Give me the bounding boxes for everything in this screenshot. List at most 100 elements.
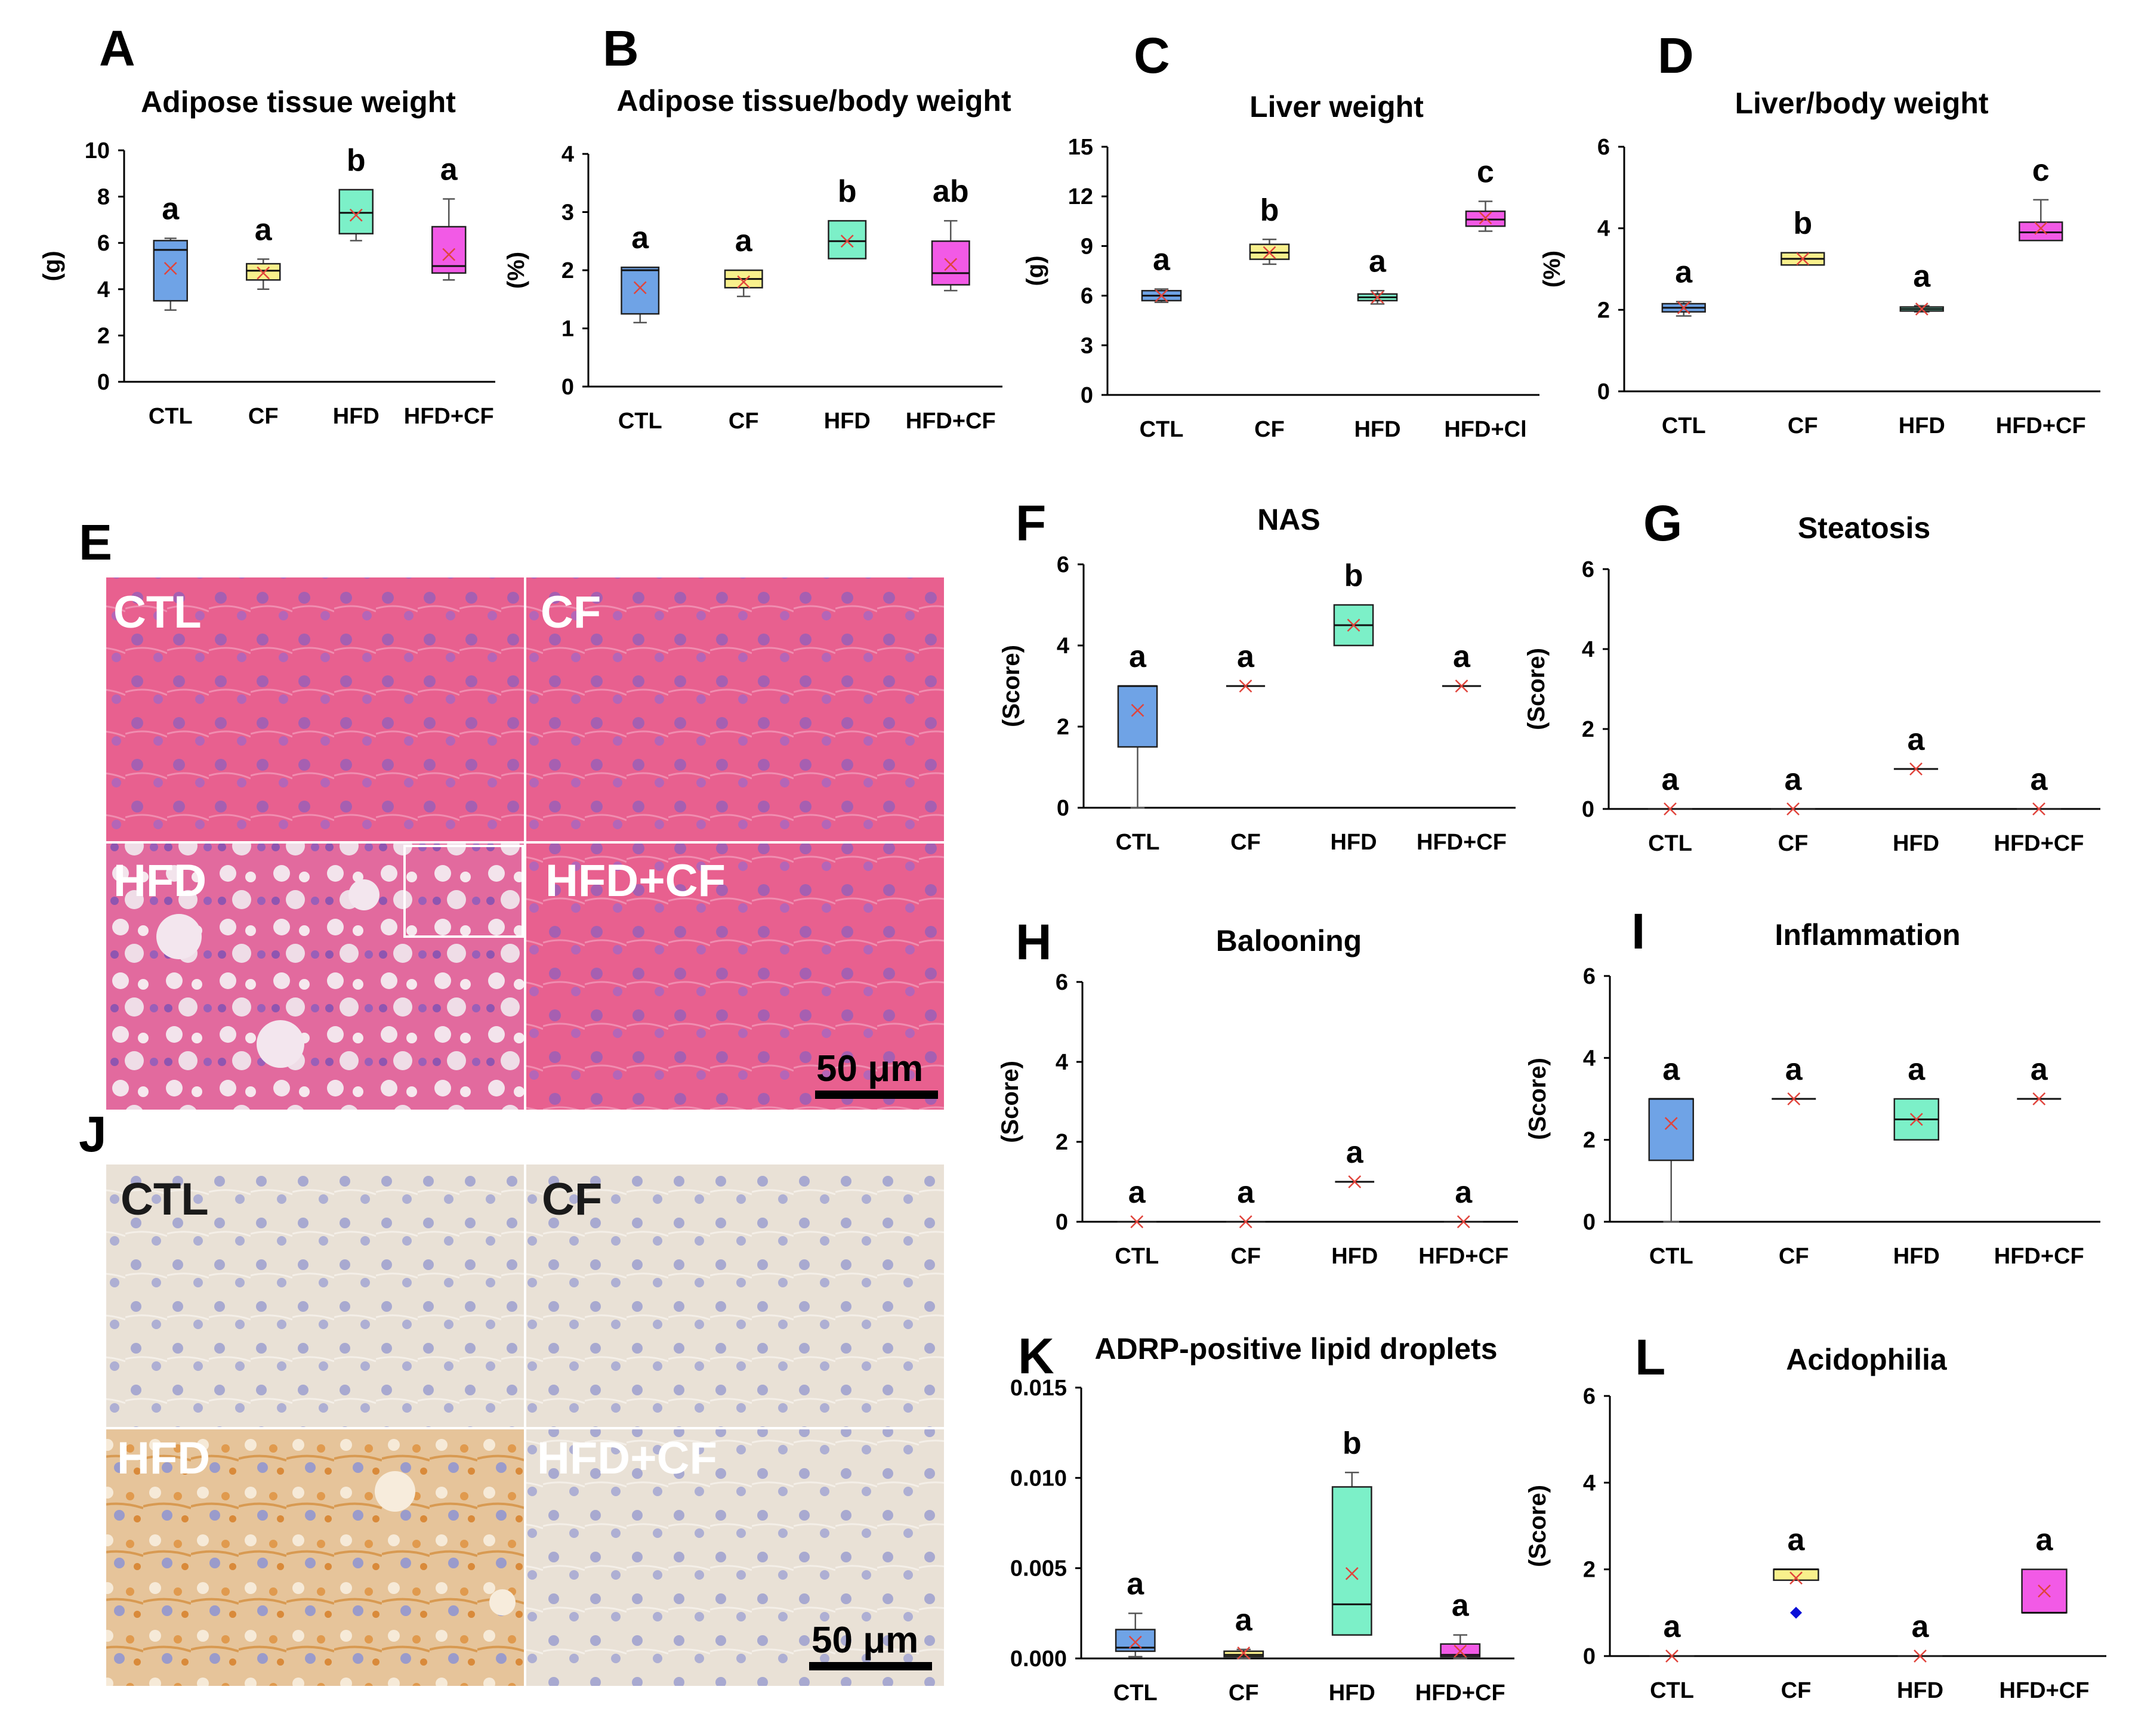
mean-marker (1786, 802, 1800, 816)
significance-label: a (162, 191, 180, 226)
panel-letter-a: A (99, 20, 135, 76)
y-tick-label-a: 4 (97, 277, 110, 302)
x-tick-label-c: HFD (1354, 417, 1400, 442)
mean-marker (1348, 1175, 1362, 1188)
x-tick-label-i: HFD+CF (1994, 1244, 2084, 1269)
y-axis-label-f: (Score) (998, 645, 1025, 727)
y-tick-label-k: 0.010 (1010, 1466, 1067, 1491)
significance-label: a (1912, 1610, 1930, 1644)
mean-marker (2038, 1584, 2051, 1598)
chart-title-i: Inflammation (1775, 918, 1960, 952)
x-tick-label-l: HFD+CF (2000, 1678, 2090, 1703)
x-tick-label-d: CF (1788, 413, 1818, 438)
chart-title-d: Liver/body weight (1735, 87, 1988, 120)
mean-marker (1131, 703, 1144, 717)
panel-letter-e: E (79, 514, 112, 570)
he-scale-bar (815, 1091, 938, 1099)
he-fat-droplet (257, 1020, 304, 1068)
significance-label: a (1453, 640, 1471, 674)
panel-letter-i: I (1631, 903, 1645, 959)
x-tick-label-k: CTL (1113, 1681, 1158, 1706)
significance-label: b (347, 143, 366, 178)
y-tick-label-a: 10 (85, 138, 110, 163)
chart-f: F NAS 0 2 4 6 (Score) a CTL a CF b HFD a HFD+CF (998, 495, 1516, 855)
x-tick-label-l: CF (1781, 1678, 1812, 1703)
x-tick-label-i: CF (1779, 1244, 1809, 1269)
y-tick-label-l: 4 (1583, 1471, 1596, 1496)
x-tick-label-b: HFD (824, 409, 871, 434)
x-tick-label-d: CTL (1662, 413, 1706, 438)
y-axis-label-b: (%) (503, 252, 529, 289)
x-tick-label-g: CF (1778, 831, 1809, 856)
mean-marker (737, 275, 751, 289)
significance-label: ab (933, 174, 969, 209)
significance-label: a (1153, 243, 1171, 277)
mean-marker (1128, 1635, 1142, 1649)
x-tick-label-d: HFD+CF (1996, 413, 2086, 438)
x-tick-label-a: HFD+CF (404, 404, 494, 429)
significance-label: a (2036, 1523, 2054, 1558)
y-tick-label-b: 0 (561, 375, 574, 400)
y-tick-label-c: 12 (1068, 184, 1093, 209)
mean-marker (1787, 1092, 1801, 1105)
x-tick-label-k: HFD (1329, 1681, 1375, 1706)
y-axis-label-h: (Score) (997, 1061, 1023, 1143)
mean-marker (163, 261, 177, 275)
box-hfdcf (2019, 221, 2063, 242)
x-tick-label-g: HFD (1893, 831, 1939, 856)
significance-label: a (1785, 1052, 1803, 1087)
chart-title-h: Balooning (1216, 924, 1362, 957)
x-tick-label-k: HFD+CF (1415, 1681, 1505, 1706)
mean-marker (1239, 679, 1252, 693)
y-tick-label-f: 4 (1057, 634, 1069, 659)
chart-g: G Steatosis 0 2 4 6 (Score) a CTL a CF a HFD a HFD+CF (1523, 495, 2100, 856)
mean-marker (1796, 252, 1810, 265)
chart-h: H Balooning 0 2 4 6 (Score) a CTL a CF a HFD a HFD+CF (997, 914, 1518, 1269)
x-tick-label-a: CTL (149, 404, 193, 429)
mean-marker (1239, 1215, 1252, 1228)
x-tick-label-d: HFD (1899, 413, 1945, 438)
x-tick-label-b: CF (729, 409, 759, 434)
mean-marker (1664, 802, 1677, 816)
mean-marker (2032, 802, 2045, 816)
mean-marker (1677, 301, 1690, 314)
x-tick-label-h: HFD+CF (1418, 1244, 1508, 1269)
box-hfdcf (931, 240, 970, 286)
he-label-hfd: HFD (113, 855, 206, 906)
significance-label: a (1346, 1135, 1364, 1170)
adrp-histology-group: J CTL CF HFD HFD+CF 50 μm (79, 1106, 944, 1686)
x-tick-label-i: HFD (1893, 1244, 1940, 1269)
significance-label: a (2031, 762, 2048, 797)
y-tick-label-b: 1 (561, 317, 574, 342)
chart-title-a: Adipose tissue weight (141, 85, 456, 119)
significance-label: a (631, 221, 649, 255)
chart-title-k: ADRP-positive lipid droplets (1094, 1332, 1497, 1366)
adrp-scale-bar (809, 1662, 932, 1670)
x-tick-label-h: HFD (1331, 1244, 1378, 1269)
chart-title-c: Liver weight (1249, 90, 1424, 123)
y-tick-label-c: 3 (1081, 333, 1093, 359)
significance-label: a (1127, 1567, 1144, 1601)
y-axis-label-a: (g) (39, 251, 65, 281)
mean-marker (1347, 619, 1360, 632)
chart-b: B Adipose tissue/body weight 0 1 2 3 4 (%) a CTL a… (503, 20, 1011, 434)
y-tick-label-h: 4 (1056, 1050, 1068, 1075)
panel-letter-c: C (1134, 27, 1170, 84)
adrp-label-hfd: HFD (117, 1433, 210, 1484)
significance-label: a (1235, 1603, 1253, 1638)
mean-marker (1130, 1215, 1144, 1228)
x-tick-label-a: CF (248, 404, 279, 429)
significance-label: b (1793, 206, 1812, 241)
y-tick-label-k: 0.000 (1010, 1647, 1067, 1672)
y-tick-label-i: 0 (1583, 1210, 1596, 1235)
x-tick-label-f: HFD (1330, 830, 1377, 855)
adrp-label-ctl: CTL (121, 1174, 209, 1225)
y-tick-label-h: 6 (1056, 970, 1068, 995)
y-axis-label-d: (%) (1539, 251, 1565, 288)
mean-marker (1237, 1647, 1251, 1660)
y-tick-label-c: 0 (1081, 383, 1093, 408)
significance-label: a (440, 152, 458, 187)
